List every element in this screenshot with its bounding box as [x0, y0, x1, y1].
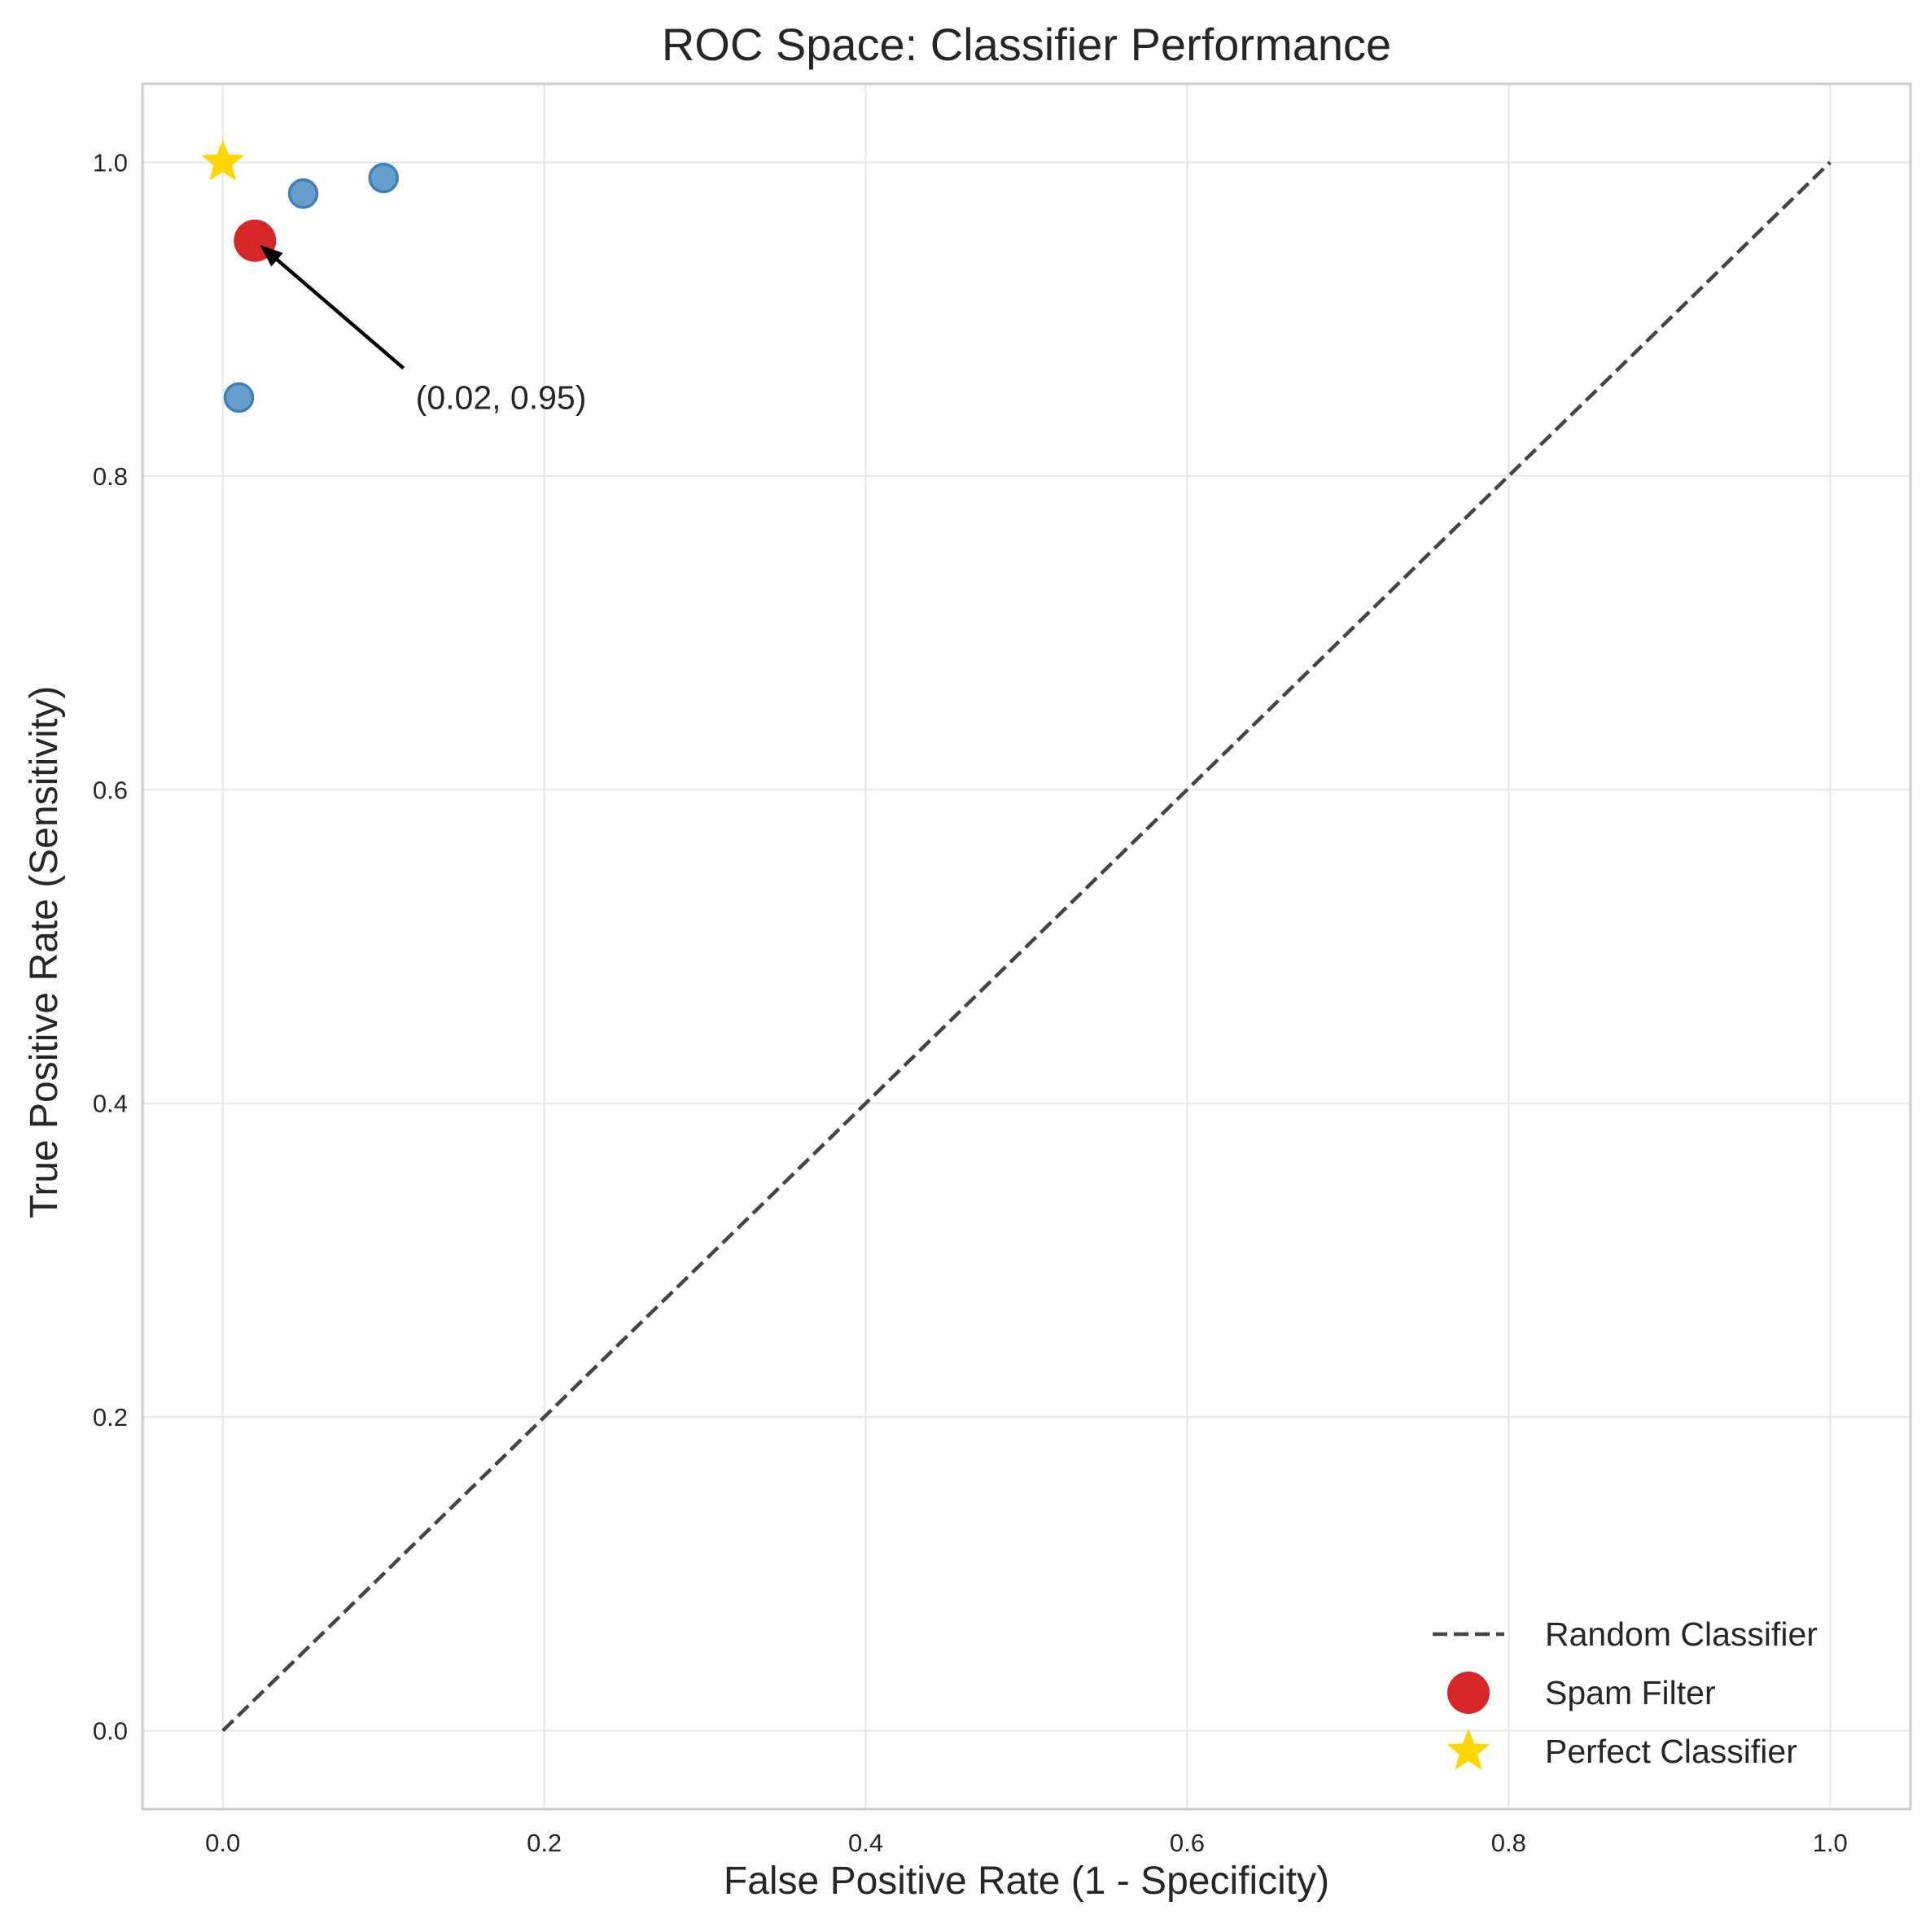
annotation-arrow-head: [260, 244, 283, 267]
classifier-point: [368, 162, 399, 194]
random-classifier-line: [221, 160, 1832, 1733]
y-tick-label: 0.2: [93, 1403, 128, 1432]
x-tick-label: 0.2: [527, 1829, 562, 1857]
legend: Random Classifier Spam Filter Perfect Clas…: [1433, 1615, 1818, 1770]
annotation-arrow-shaft: [276, 258, 405, 370]
y-tick-label: 0.6: [93, 776, 128, 804]
y-axis-label: True Positive Rate (Sensitivity): [23, 686, 66, 1218]
classifier-point: [287, 178, 319, 209]
annotation-label: (0.02, 0.95): [416, 378, 587, 416]
y-tick-label: 0.0: [93, 1717, 128, 1746]
classifier-point: [223, 382, 255, 413]
chart-title: ROC Space: Classifier Performance: [662, 19, 1391, 70]
legend-entry-label: Spam Filter: [1545, 1674, 1716, 1711]
x-axis-label: False Positive Rate (1 - Specificity): [724, 1860, 1329, 1903]
legend-entry-label: Perfect Classifier: [1545, 1733, 1797, 1770]
x-tick-label: 0.0: [205, 1829, 240, 1857]
perfect-classifier-star: [201, 139, 245, 181]
x-tick-label: 0.6: [1170, 1829, 1205, 1857]
x-tick-label: 1.0: [1813, 1829, 1848, 1857]
y-tick-label: 1.0: [93, 148, 128, 177]
legend-entry-label: Random Classifier: [1545, 1615, 1818, 1653]
legend-dot-swatch: [1447, 1672, 1490, 1714]
x-tick-label: 0.4: [848, 1829, 883, 1857]
x-tick-label: 0.8: [1491, 1829, 1526, 1857]
y-tick-label: 0.4: [93, 1090, 128, 1118]
plot-frame: [141, 82, 1912, 1811]
legend-star-swatch: [1446, 1729, 1490, 1770]
y-tick-label: 0.8: [93, 462, 128, 491]
